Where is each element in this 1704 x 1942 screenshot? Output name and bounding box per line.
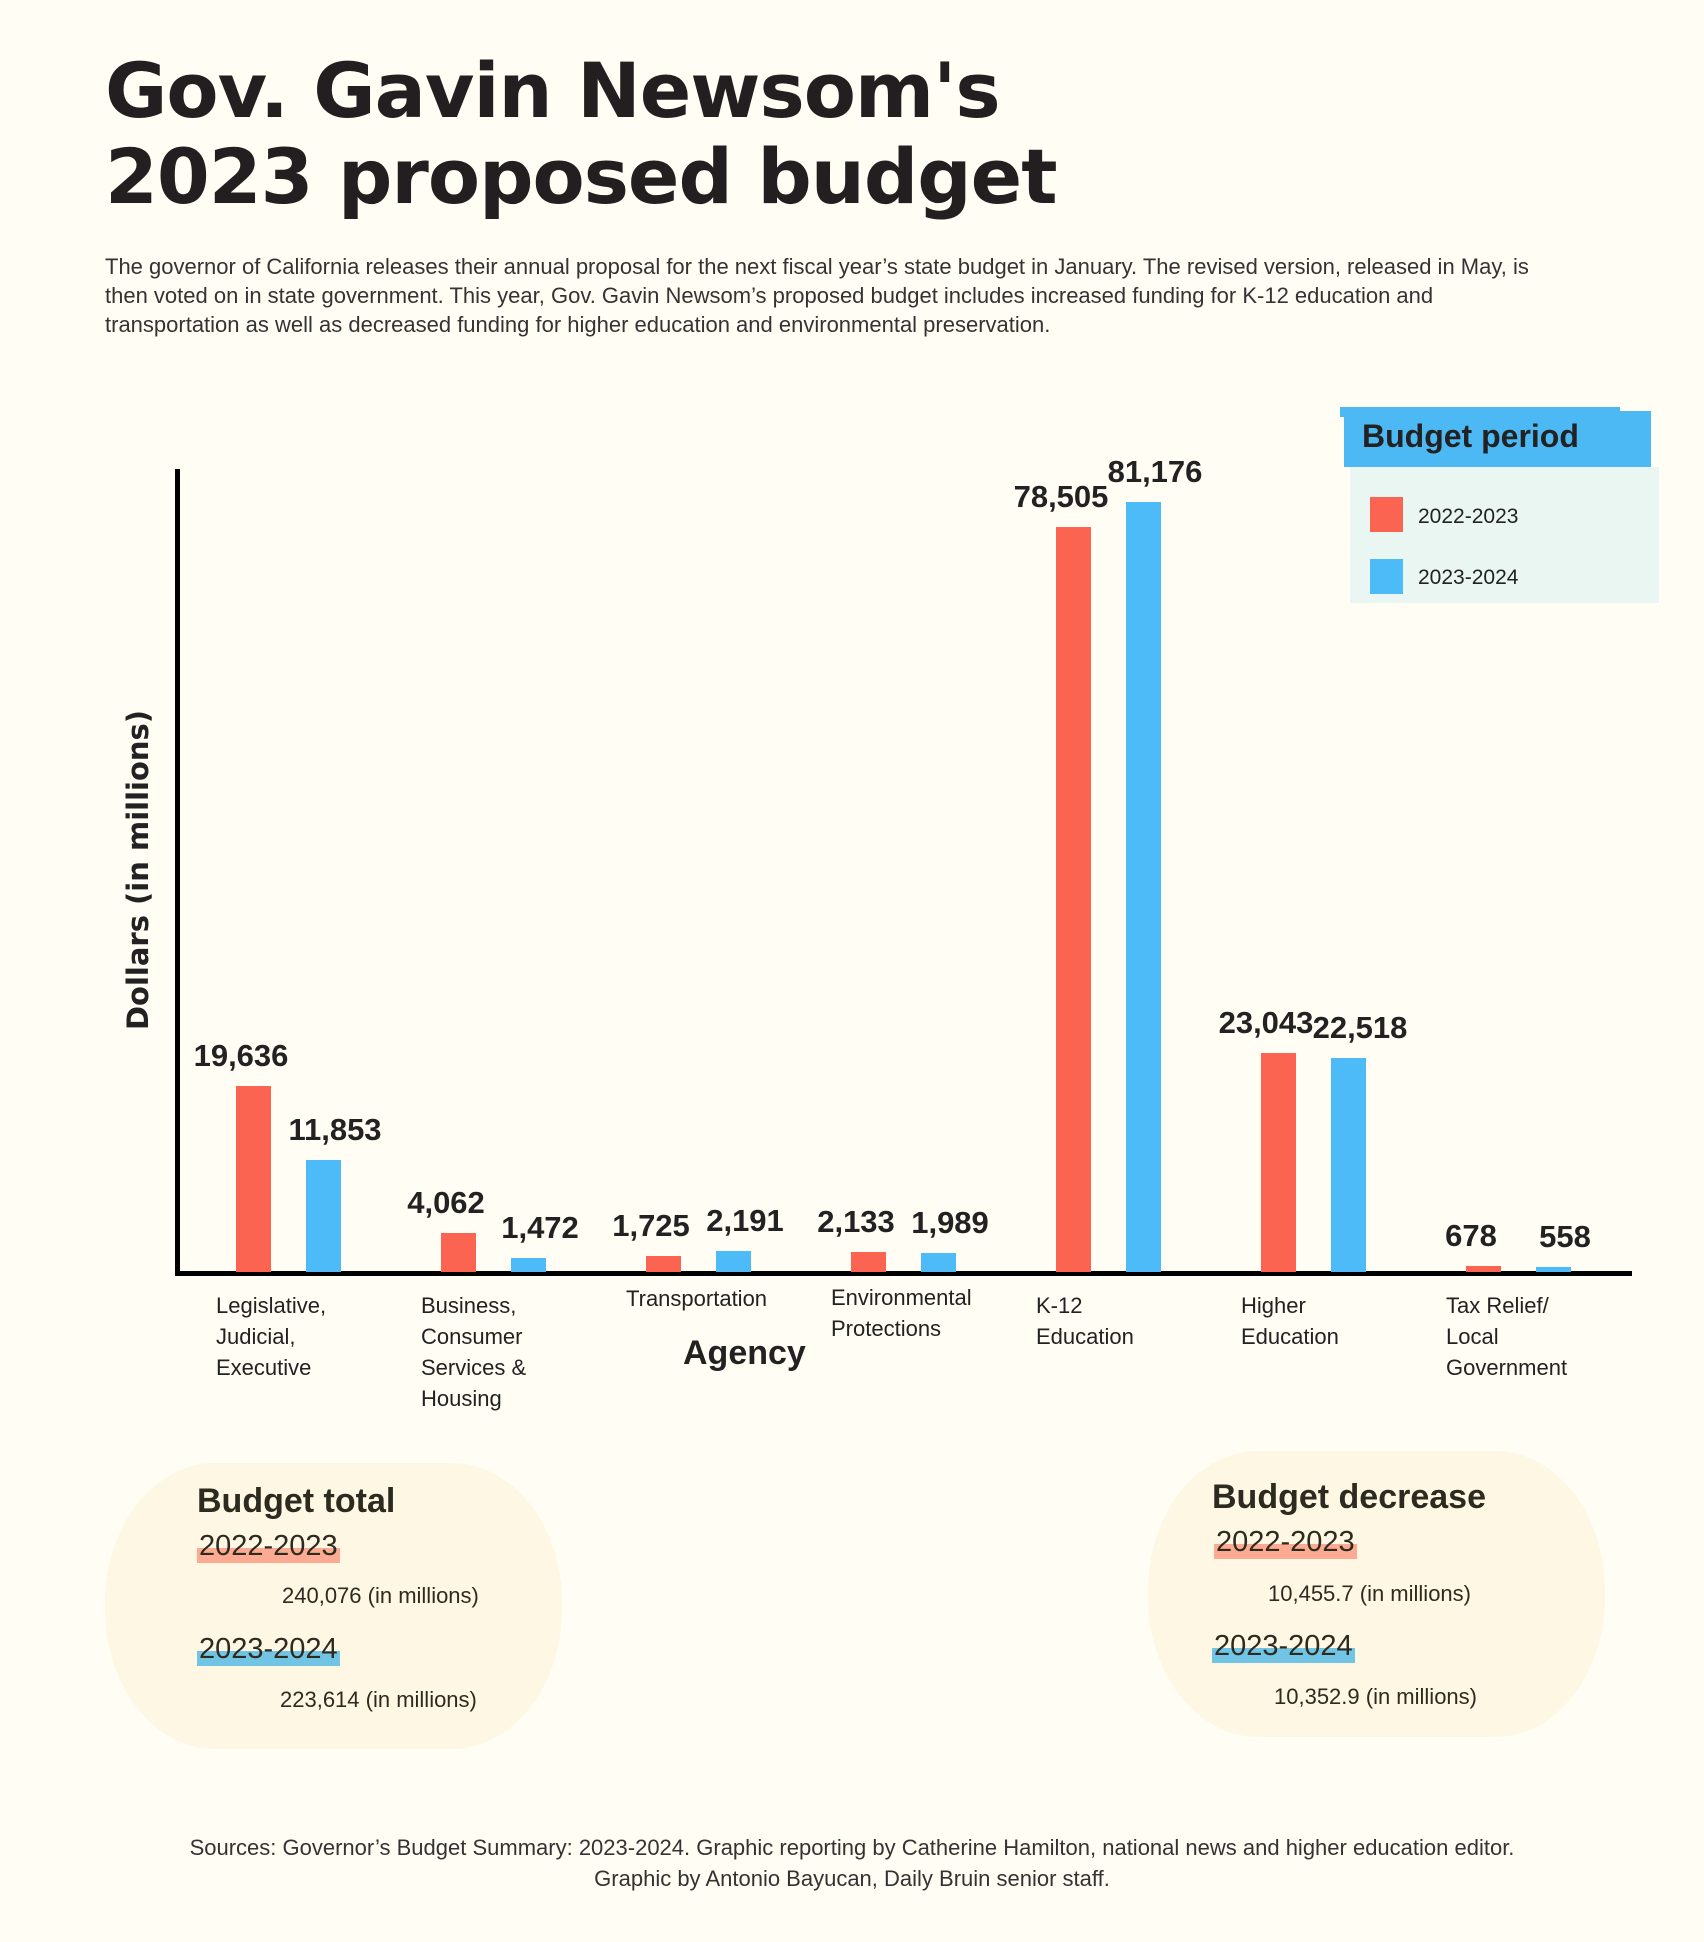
data-label: 4,062 [407, 1185, 485, 1221]
category-label-line: Services & [421, 1355, 527, 1380]
budget-decrease-year-1: 2022-2023 [1214, 1526, 1357, 1559]
bar-2022-2023-5 [1261, 1053, 1296, 1272]
budget-total-year-2: 2023-2024 [197, 1633, 340, 1666]
bar-2022-2023-6 [1466, 1265, 1501, 1272]
y-axis [175, 469, 180, 1275]
bar-2022-2023-0 [236, 1085, 271, 1272]
category-label-line: Education [1036, 1324, 1134, 1349]
bar-2023-2024-0 [306, 1159, 341, 1272]
data-label: 11,853 [288, 1111, 382, 1147]
footer-sources: Sources: Governor’s Budget Summary: 2023… [189, 1835, 1515, 1860]
data-label: 678 [1445, 1217, 1497, 1253]
footer-credits: Sources: Governor’s Budget Summary: 2023… [0, 1832, 1704, 1894]
data-label: 2,191 [706, 1203, 784, 1239]
category-label-line: Transportation [626, 1286, 768, 1311]
category-label-line: Education [1241, 1324, 1339, 1349]
y-axis-label: Dollars (in millions) [121, 709, 155, 1031]
data-label: 1,472 [501, 1210, 579, 1246]
budget-total-box [105, 1463, 562, 1749]
legend-header [1340, 407, 1651, 467]
budget-decrease-year-2: 2023-2024 [1212, 1630, 1355, 1663]
category-label: Transportation [626, 1283, 796, 1314]
legend-title: Budget period [1362, 418, 1579, 454]
category-label: Business, Consumer Services & Housing [421, 1290, 591, 1414]
data-label: 81,176 [1107, 454, 1203, 489]
legend-label-2022: 2022-2023 [1418, 505, 1519, 528]
description: The governor of California releases thei… [105, 254, 1529, 337]
bar-2023-2024-3 [921, 1253, 956, 1272]
x-axis [175, 1271, 1632, 1276]
legend-swatch-2023 [1370, 559, 1403, 594]
bar-2023-2024-5 [1331, 1058, 1366, 1272]
x-axis-label: Agency [683, 1334, 806, 1372]
category-label: Legislative, Judicial, Executive [216, 1290, 386, 1383]
title-line-2: 2023 proposed budget [105, 132, 1058, 221]
data-label: 1,989 [911, 1205, 989, 1241]
budget-decrease-amount-2: 10,352.9 (in millions) [1274, 1684, 1477, 1709]
category-label-line: Judicial, [216, 1324, 296, 1349]
category-label-line: Legislative, [216, 1293, 327, 1318]
budget-decrease-amount-1: 10,455.7 (in millions) [1268, 1581, 1471, 1606]
category-label: Tax Relief/Local Government [1446, 1290, 1616, 1383]
category-label-line: Business, [421, 1293, 517, 1318]
bar-2023-2024-6 [1536, 1266, 1571, 1272]
data-label: 558 [1539, 1218, 1591, 1254]
category-label-line: Tax Relief/ [1446, 1293, 1549, 1318]
bar-2023-2024-1 [511, 1258, 546, 1272]
title-line-1: Gov. Gavin Newsom's [105, 46, 1001, 135]
budget-decrease-box [1148, 1451, 1605, 1737]
data-label: 23,043 [1218, 1005, 1314, 1041]
category-label-line: Executive [216, 1355, 312, 1380]
category-label: Environmental Protections [831, 1282, 1001, 1344]
category-label-line: Housing [421, 1386, 502, 1411]
category-label-line: Local [1446, 1324, 1499, 1349]
data-label: 2,133 [817, 1203, 895, 1239]
legend-swatch-2022 [1370, 497, 1403, 532]
category-label-line: Consumer [421, 1324, 523, 1349]
bar-2022-2023-1 [441, 1233, 476, 1272]
bar-2022-2023-2 [646, 1255, 681, 1272]
category-label: K-12 Education [1036, 1290, 1206, 1352]
bar-2022-2023-3 [851, 1251, 886, 1272]
footer-graphic-credit: Graphic by Antonio Bayucan, Daily Bruin … [594, 1866, 1110, 1891]
budget-total-amount-1: 240,076 (in millions) [282, 1583, 479, 1608]
legend-label-2023: 2023-2024 [1418, 566, 1519, 589]
data-label: 1,725 [612, 1207, 690, 1243]
category-label-line: Protections [831, 1316, 942, 1341]
budget-total-title: Budget total [197, 1482, 396, 1520]
bar-2022-2023-4 [1056, 527, 1091, 1272]
data-label: 22,518 [1312, 1010, 1408, 1046]
bar-2023-2024-2 [716, 1251, 751, 1272]
data-label: 19,636 [193, 1037, 289, 1073]
category-label-line: Environmental [831, 1285, 972, 1310]
category-label-line: Government [1446, 1355, 1568, 1380]
budget-decrease-title: Budget decrease [1212, 1478, 1486, 1516]
category-label: Higher Education [1241, 1290, 1411, 1352]
data-label: 78,505 [1013, 479, 1109, 515]
budget-total-year-1: 2022-2023 [197, 1530, 340, 1563]
category-label-line: K-12 [1036, 1293, 1083, 1318]
category-label-line: Higher [1241, 1293, 1306, 1318]
page-title: Gov. Gavin Newsom's 2023 proposed budget [105, 46, 1058, 221]
bar-2023-2024-4 [1126, 502, 1161, 1272]
budget-total-amount-2: 223,614 (in millions) [280, 1687, 477, 1712]
